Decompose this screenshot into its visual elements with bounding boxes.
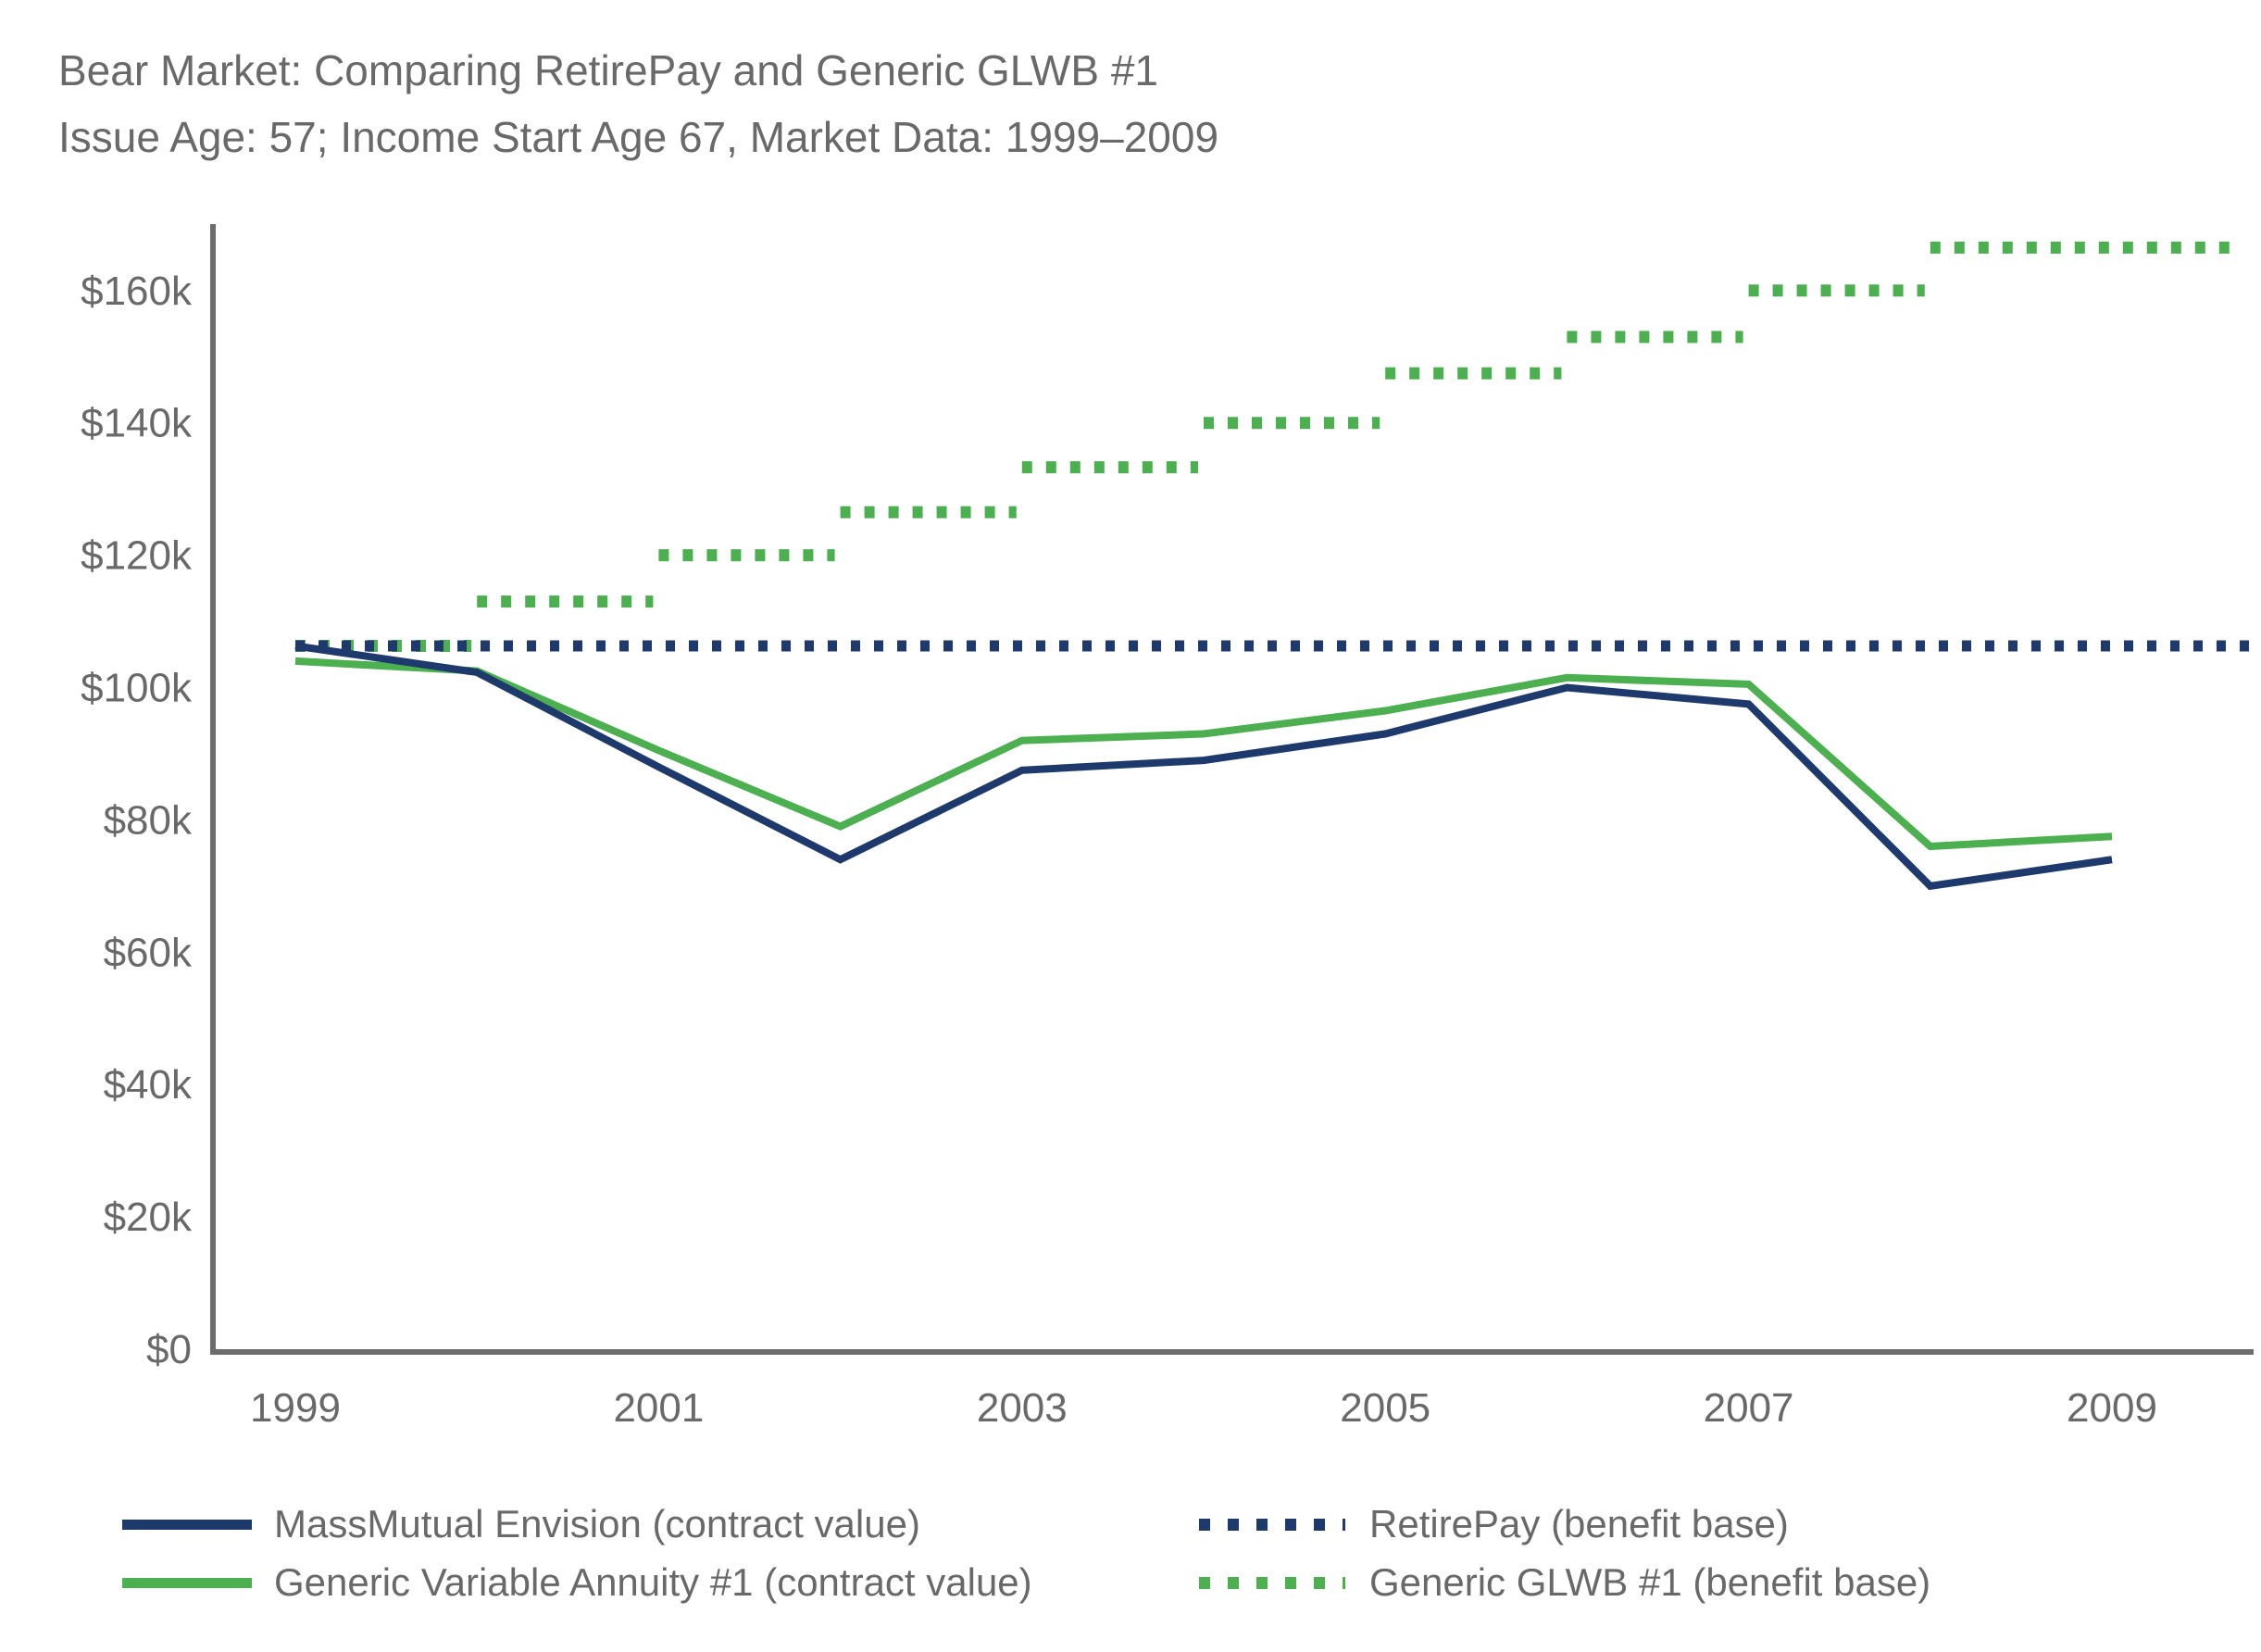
series-line-generic-variable-annuity-1-contract-value xyxy=(294,657,2113,851)
y-tick-label: $60k xyxy=(104,930,193,975)
y-tick-label: $80k xyxy=(104,797,193,843)
y-tick-label: $20k xyxy=(104,1195,193,1240)
legend-item-generic-glwb: Generic GLWB #1 (benefit base) xyxy=(1199,1558,1930,1607)
x-tick-label: 2009 xyxy=(2067,1385,2157,1431)
x-tick-label: 2007 xyxy=(1704,1385,1794,1431)
green-dotted-line-swatch xyxy=(1199,1576,1345,1589)
navy-solid-line-swatch xyxy=(122,1519,252,1530)
y-tick-label: $40k xyxy=(104,1062,193,1108)
navy-dotted-line-swatch xyxy=(1199,1518,1345,1531)
y-tick-label: $140k xyxy=(81,401,193,446)
chart-subtitle: Issue Age: 57; Income Start Age 67, Mark… xyxy=(58,113,1219,162)
series-line-massmutual-envision-contract-value xyxy=(294,642,2113,891)
legend-label: MassMutual Envision (contract value) xyxy=(274,1502,920,1546)
y-tick-label: $160k xyxy=(81,269,193,314)
legend-item-generic-va: Generic Variable Annuity #1 (contract va… xyxy=(122,1558,1032,1607)
legend-label: Generic GLWB #1 (benefit base) xyxy=(1369,1560,1931,1604)
y-tick-label: $100k xyxy=(81,666,193,711)
y-tick-label: $0 xyxy=(146,1327,192,1372)
x-tick-label: 2005 xyxy=(1340,1385,1430,1431)
x-tick-label: 2001 xyxy=(613,1385,704,1431)
legend-item-massmutual-envision: MassMutual Envision (contract value) xyxy=(122,1500,920,1548)
green-solid-line-swatch xyxy=(122,1577,252,1588)
legend-label: Generic Variable Annuity #1 (contract va… xyxy=(274,1560,1032,1604)
axis-lines xyxy=(210,224,2254,1355)
legend-item-retirepay: RetirePay (benefit base) xyxy=(1199,1500,1789,1548)
title-block: Bear Market: Comparing RetirePay and Gen… xyxy=(58,37,1218,170)
y-tick-label: $120k xyxy=(81,533,193,579)
chart-title: Bear Market: Comparing RetirePay and Gen… xyxy=(58,46,1158,94)
x-tick-label: 2003 xyxy=(977,1385,1068,1431)
legend-label: RetirePay (benefit base) xyxy=(1369,1502,1789,1546)
x-tick-label: 1999 xyxy=(250,1385,341,1431)
